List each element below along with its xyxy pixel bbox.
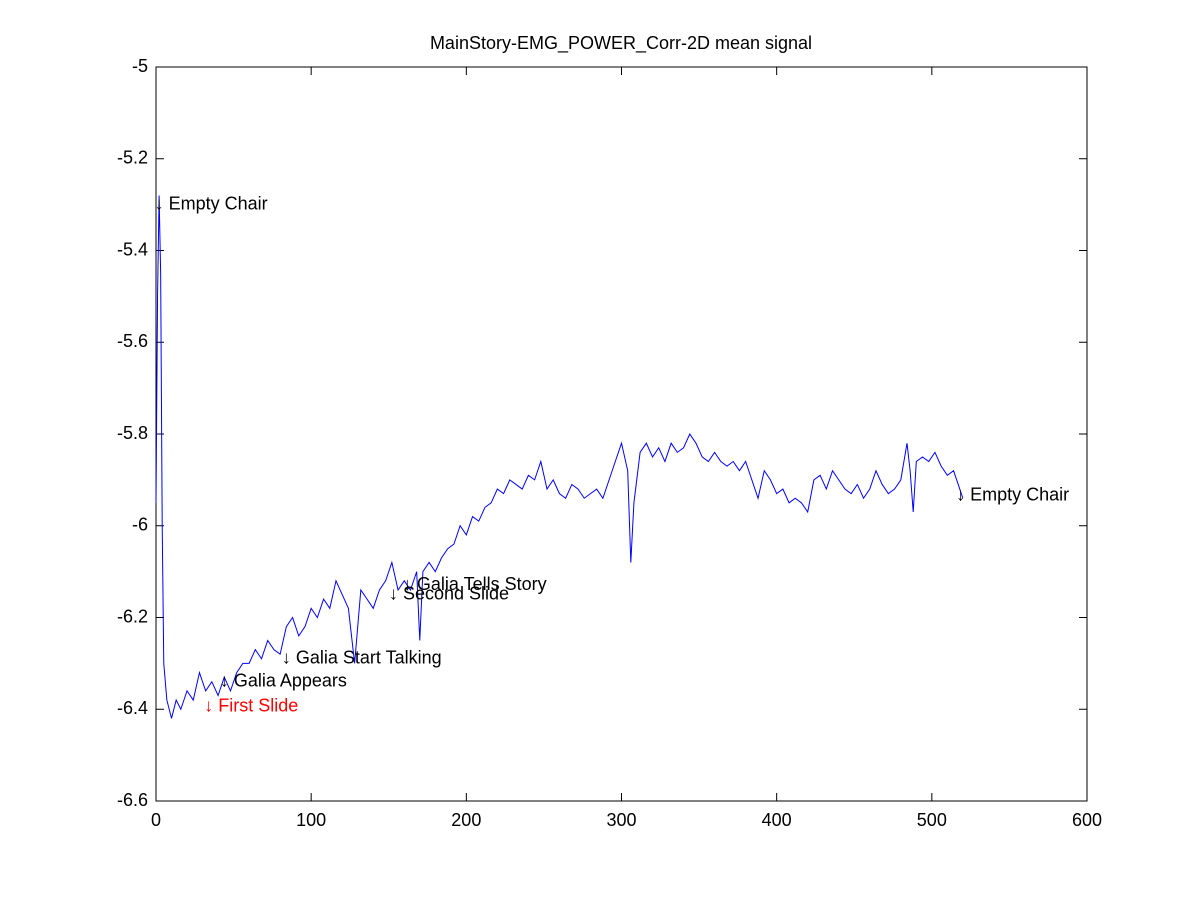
x-tick-label: 100 xyxy=(296,810,326,830)
y-tick-label: -6.6 xyxy=(117,790,148,810)
x-tick-label: 0 xyxy=(151,810,161,830)
chart-title: MainStory-EMG_POWER_Corr-2D mean signal xyxy=(430,33,812,54)
x-tick-label: 400 xyxy=(762,810,792,830)
y-tick-label: -6 xyxy=(132,515,148,535)
annotation: ↓ Galia Tells Story xyxy=(403,574,547,594)
y-tick-label: -5.8 xyxy=(117,423,148,443)
data-line xyxy=(155,195,964,719)
y-tick-label: -5 xyxy=(132,56,148,76)
y-tick-label: -6.2 xyxy=(117,606,148,626)
annotation: ↓ First Slide xyxy=(204,696,298,716)
x-tick-label: 200 xyxy=(451,810,481,830)
annotation: ↓ Second Slide xyxy=(389,583,509,603)
annotation: ↓ Galia Appears xyxy=(220,670,347,690)
annotation: ↓ Galia Start Talking xyxy=(282,648,442,668)
y-tick-label: -5.6 xyxy=(117,331,148,351)
x-tick-label: 600 xyxy=(1072,810,1102,830)
annotation: ↓ Empty Chair xyxy=(155,193,268,213)
y-tick-label: -6.4 xyxy=(117,698,148,718)
y-tick-label: -5.2 xyxy=(117,148,148,168)
x-tick-label: 500 xyxy=(917,810,947,830)
x-tick-label: 300 xyxy=(606,810,636,830)
y-tick-label: -5.4 xyxy=(117,239,148,259)
annotation: ↓ Empty Chair xyxy=(956,485,1069,505)
plot-box xyxy=(155,66,1088,802)
